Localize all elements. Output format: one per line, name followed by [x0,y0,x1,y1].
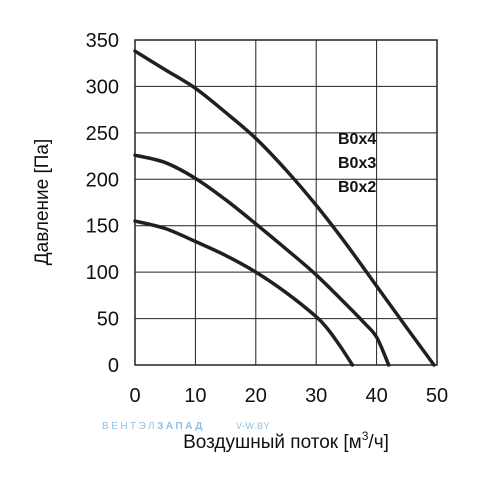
x-axis-label-sup: 3 [362,429,369,443]
watermark-brand-part2: ЗАПАД [157,421,205,432]
y-tick-label-0: 0 [108,355,119,377]
y-tick-label-6: 300 [86,76,119,98]
y-tick-labels: 0 50 100 150 200 250 300 350 [86,30,119,377]
x-tick-label-2: 20 [245,385,267,407]
y-tick-label-1: 50 [97,309,119,331]
y-tick-label-5: 250 [86,123,119,145]
x-tick-label-1: 10 [184,385,206,407]
plot-frame [134,39,438,366]
y-tick-label-4: 200 [86,169,119,191]
y-tick-label-3: 150 [86,216,119,238]
x-axis-label: Воздушный поток [м3/ч] [183,429,389,453]
curve-b0x3 [133,153,391,367]
grid [134,39,438,366]
series-label-b0x3: B0x3 [338,155,376,172]
x-tick-label-4: 40 [365,385,387,407]
series-label-b0x2: B0x2 [338,179,376,196]
x-tick-label-5: 50 [426,385,448,407]
y-tick-label-7: 350 [86,30,119,52]
x-tick-labels: 0 10 20 30 40 50 [129,385,448,407]
curve-b0x4 [133,49,436,367]
x-tick-label-0: 0 [129,385,140,407]
y-axis-label: Давление [Па] [32,139,53,265]
series-label-b0x4: B0x4 [338,131,376,148]
curve-b0x2 [133,219,355,367]
x-axis-label-main: Воздушный поток [м [183,432,362,453]
watermark-brand: ВЕНТЭЛЗАПАД [102,421,205,432]
x-axis-label-end: /ч] [368,432,388,453]
watermark-site: V-W.BY [236,421,270,431]
x-tick-label-3: 30 [305,385,327,407]
y-tick-label-2: 100 [86,262,119,284]
series-curves [133,49,436,367]
watermark-brand-part1: ВЕНТЭЛ [102,421,157,432]
